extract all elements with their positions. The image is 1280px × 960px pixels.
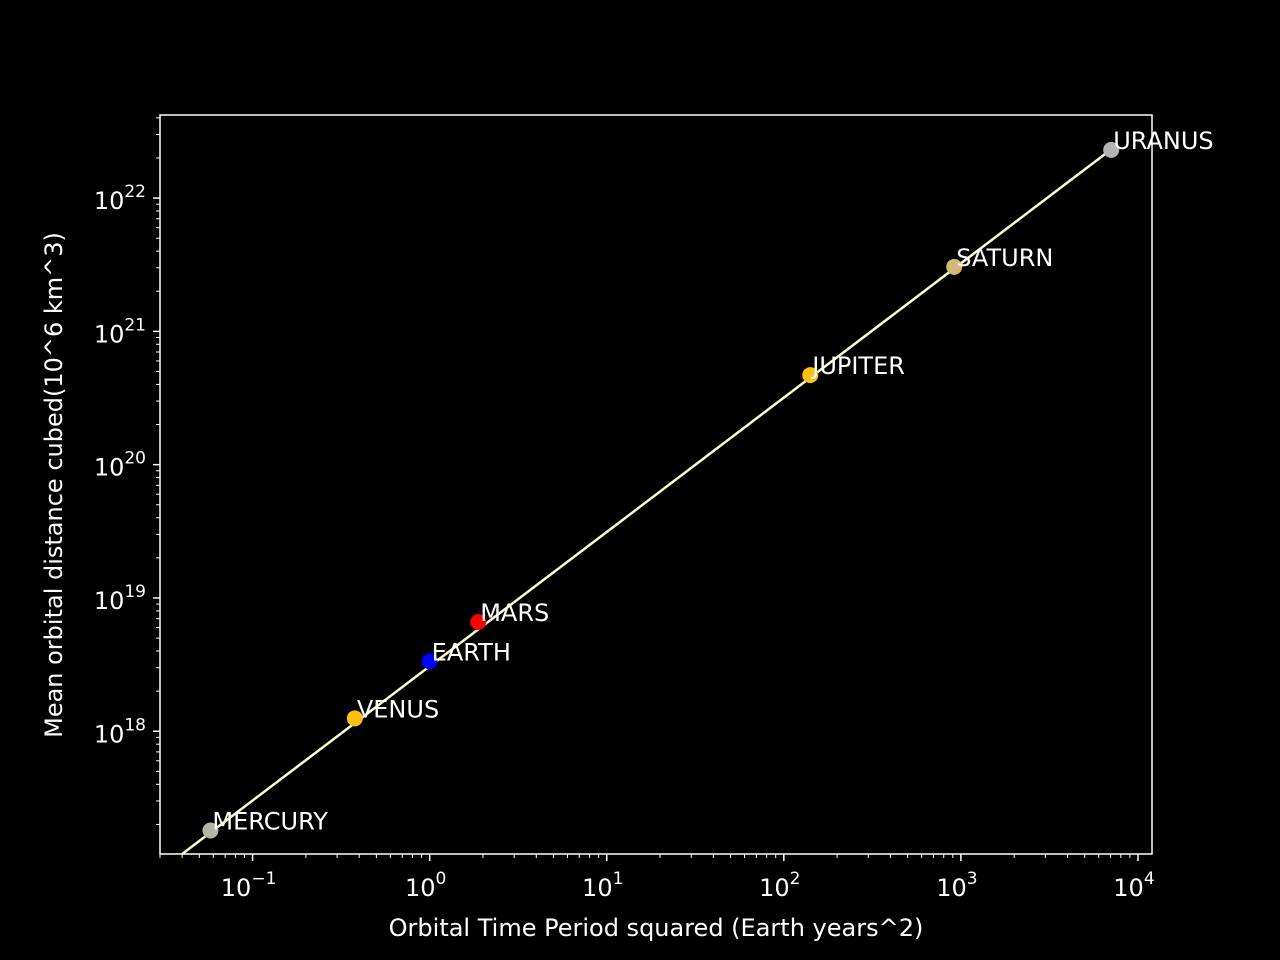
x-tick-label: 100 bbox=[405, 869, 446, 902]
x-tick-label: 10−1 bbox=[221, 869, 277, 902]
x-tick-labels: 10−1 100 101 102 103 104 bbox=[221, 869, 1155, 902]
x-tick-label: 104 bbox=[1113, 869, 1154, 902]
y-tick-label: 1018 bbox=[94, 715, 146, 748]
point-label-mars: MARS bbox=[480, 599, 549, 627]
y-tick-label: 1020 bbox=[94, 449, 146, 482]
point-label-uranus: URANUS bbox=[1113, 127, 1213, 155]
y-axis-label: Mean orbital distance cubed(10^6 km^3) bbox=[40, 232, 68, 738]
data-point-venus bbox=[346, 710, 363, 727]
point-label-earth: EARTH bbox=[432, 638, 511, 666]
plot-frame bbox=[159, 114, 1153, 855]
point-labels: MERCURY VENUS EARTH MARS JUPITER SATURN URANUS bbox=[212, 127, 1213, 836]
y-tick-label: 1022 bbox=[94, 182, 146, 215]
y-tick-label: 1019 bbox=[94, 582, 146, 615]
data-point-mars bbox=[470, 614, 487, 631]
data-point-uranus bbox=[1103, 141, 1120, 158]
y-tick-labels: 1018 1019 1020 1021 1022 bbox=[94, 182, 146, 748]
x-tick-label: 101 bbox=[582, 869, 623, 902]
data-point-saturn bbox=[946, 258, 963, 275]
point-label-mercury: MERCURY bbox=[212, 808, 328, 836]
point-label-jupiter: JUPITER bbox=[810, 352, 905, 380]
major-ticks bbox=[153, 197, 1139, 861]
x-tick-label: 103 bbox=[936, 869, 977, 902]
data-point-mercury bbox=[202, 822, 219, 839]
x-tick-label: 102 bbox=[759, 869, 800, 902]
x-axis-label: Orbital Time Period squared (Earth years… bbox=[389, 914, 924, 942]
point-label-saturn: SATURN bbox=[956, 244, 1053, 272]
plot-content bbox=[181, 141, 1120, 854]
data-point-earth bbox=[421, 653, 438, 670]
data-point-jupiter bbox=[802, 367, 819, 384]
point-label-venus: VENUS bbox=[357, 695, 439, 723]
data-points bbox=[202, 141, 1120, 839]
y-tick-label: 1021 bbox=[94, 315, 146, 348]
